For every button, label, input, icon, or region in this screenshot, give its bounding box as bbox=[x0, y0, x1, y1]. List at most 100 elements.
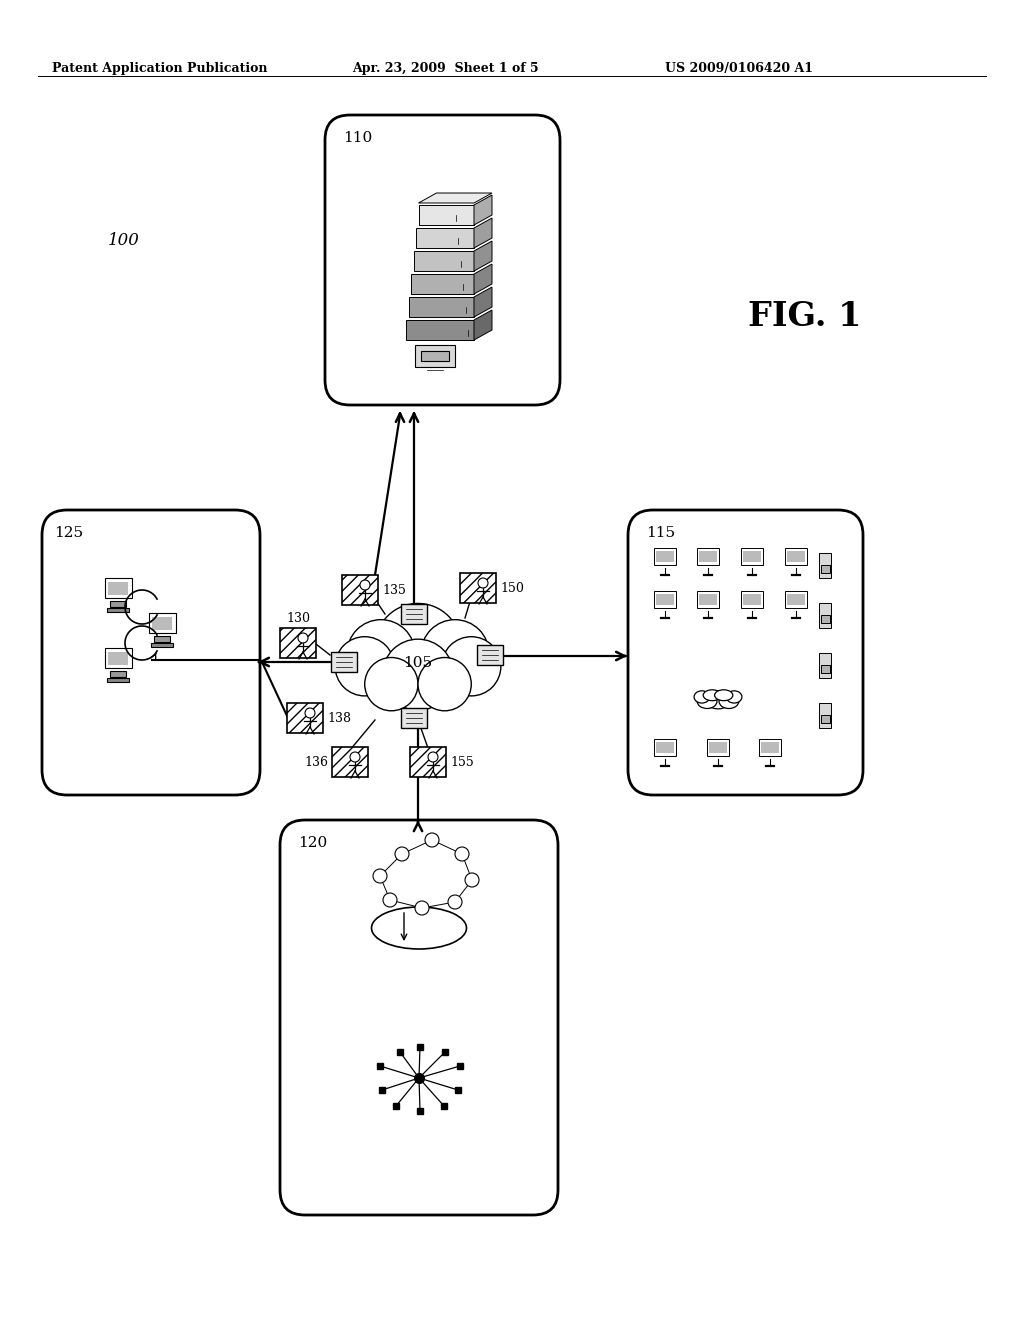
Bar bbox=[148, 614, 175, 634]
Text: 138: 138 bbox=[327, 711, 351, 725]
Bar bbox=[332, 747, 368, 777]
Bar bbox=[743, 594, 761, 606]
Bar bbox=[819, 553, 831, 578]
Ellipse shape bbox=[372, 907, 467, 949]
Bar bbox=[406, 319, 474, 341]
Circle shape bbox=[383, 894, 397, 907]
Bar bbox=[409, 297, 474, 317]
Bar bbox=[761, 742, 779, 754]
Polygon shape bbox=[474, 264, 492, 294]
Circle shape bbox=[365, 657, 418, 710]
Circle shape bbox=[298, 634, 308, 643]
Bar bbox=[743, 550, 761, 562]
Bar bbox=[104, 578, 131, 598]
Bar bbox=[110, 671, 126, 677]
Bar bbox=[787, 550, 805, 562]
Circle shape bbox=[395, 847, 409, 861]
Circle shape bbox=[478, 578, 488, 587]
Bar bbox=[656, 594, 674, 606]
Ellipse shape bbox=[726, 690, 742, 704]
FancyBboxPatch shape bbox=[280, 820, 558, 1214]
Bar bbox=[653, 739, 677, 756]
Circle shape bbox=[305, 708, 315, 718]
Text: 136: 136 bbox=[304, 755, 328, 768]
Bar bbox=[707, 739, 729, 756]
Bar bbox=[108, 609, 129, 611]
Bar bbox=[421, 351, 449, 360]
Bar bbox=[820, 715, 829, 722]
Text: 110: 110 bbox=[343, 131, 373, 145]
Polygon shape bbox=[474, 242, 492, 271]
Circle shape bbox=[360, 579, 370, 590]
Bar bbox=[411, 275, 474, 294]
Text: 135: 135 bbox=[382, 583, 406, 597]
Bar bbox=[699, 594, 717, 606]
Bar bbox=[759, 739, 781, 756]
Text: 115: 115 bbox=[646, 525, 675, 540]
Bar bbox=[710, 742, 727, 754]
Circle shape bbox=[383, 639, 454, 710]
Circle shape bbox=[449, 895, 462, 909]
Bar bbox=[820, 565, 829, 573]
Bar bbox=[415, 345, 455, 367]
Text: 130: 130 bbox=[286, 612, 310, 624]
Circle shape bbox=[465, 873, 479, 887]
Bar bbox=[820, 665, 829, 673]
Text: Patent Application Publication: Patent Application Publication bbox=[52, 62, 267, 75]
Text: FIG. 1: FIG. 1 bbox=[748, 300, 861, 333]
Text: 125: 125 bbox=[54, 525, 83, 540]
Circle shape bbox=[428, 752, 438, 762]
Polygon shape bbox=[419, 193, 492, 203]
Bar bbox=[109, 582, 128, 595]
Text: US 2009/0106420 A1: US 2009/0106420 A1 bbox=[665, 62, 813, 75]
Bar bbox=[287, 704, 323, 733]
Bar bbox=[819, 702, 831, 729]
Circle shape bbox=[421, 619, 489, 688]
Circle shape bbox=[455, 847, 469, 861]
Bar bbox=[787, 594, 805, 606]
Bar bbox=[656, 742, 674, 754]
Polygon shape bbox=[474, 310, 492, 341]
Bar bbox=[410, 747, 446, 777]
Circle shape bbox=[347, 619, 415, 688]
Text: 105: 105 bbox=[403, 656, 432, 671]
Bar bbox=[414, 251, 474, 271]
Ellipse shape bbox=[703, 690, 721, 701]
Text: 150: 150 bbox=[500, 582, 524, 594]
Bar bbox=[460, 573, 496, 603]
Polygon shape bbox=[474, 286, 492, 317]
FancyBboxPatch shape bbox=[42, 510, 260, 795]
Bar bbox=[656, 550, 674, 562]
Bar bbox=[653, 548, 677, 565]
Bar bbox=[819, 603, 831, 628]
Circle shape bbox=[373, 869, 387, 883]
Bar bbox=[416, 228, 474, 248]
FancyBboxPatch shape bbox=[325, 115, 560, 405]
Circle shape bbox=[335, 636, 394, 696]
Text: 100: 100 bbox=[108, 232, 140, 249]
Bar bbox=[784, 591, 808, 609]
Bar bbox=[342, 576, 378, 605]
Bar bbox=[820, 615, 829, 623]
Ellipse shape bbox=[694, 690, 710, 704]
Bar bbox=[280, 628, 316, 657]
FancyBboxPatch shape bbox=[628, 510, 863, 795]
Circle shape bbox=[441, 636, 501, 696]
Text: 155: 155 bbox=[450, 755, 474, 768]
Bar bbox=[784, 548, 808, 565]
Ellipse shape bbox=[719, 694, 738, 709]
Circle shape bbox=[350, 752, 360, 762]
Bar bbox=[477, 645, 503, 665]
Circle shape bbox=[418, 657, 471, 710]
Circle shape bbox=[425, 833, 439, 847]
Bar bbox=[819, 653, 831, 678]
Bar bbox=[153, 616, 172, 631]
Bar bbox=[108, 678, 129, 681]
Polygon shape bbox=[474, 218, 492, 248]
Bar bbox=[696, 548, 720, 565]
Bar bbox=[740, 548, 764, 565]
Bar bbox=[104, 648, 131, 668]
Text: 120: 120 bbox=[298, 836, 328, 850]
Text: Apr. 23, 2009  Sheet 1 of 5: Apr. 23, 2009 Sheet 1 of 5 bbox=[352, 62, 539, 75]
Circle shape bbox=[415, 902, 429, 915]
